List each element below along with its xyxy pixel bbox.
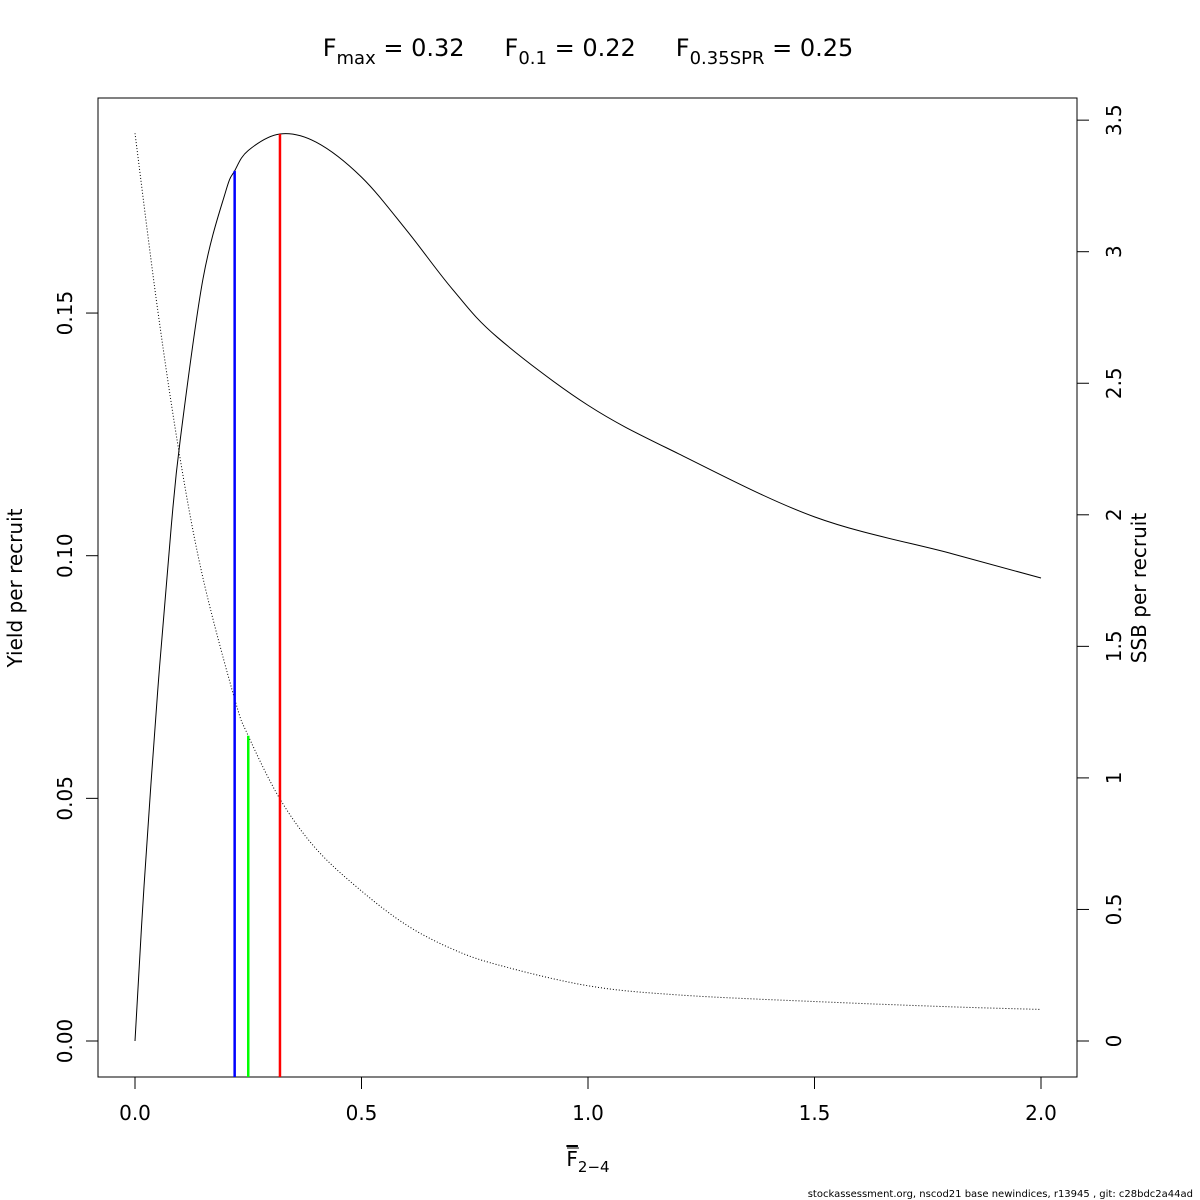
y2-tick-label: 3	[1102, 245, 1126, 258]
y-tick-label: 0.05	[53, 776, 77, 821]
y2-tick-label: 2	[1102, 508, 1126, 521]
x-tick-label: 1.0	[572, 1101, 604, 1125]
y-tick-label: 0.15	[53, 291, 77, 336]
y2-tick-label: 0	[1102, 1035, 1126, 1048]
y2-tick-label: 1	[1102, 772, 1126, 785]
y2-axis-label: SSB per recruit	[1127, 513, 1151, 664]
y2-tick-label: 1.5	[1102, 630, 1126, 662]
y2-tick-label: 3.5	[1102, 104, 1126, 136]
x-tick-label: 0.0	[119, 1101, 151, 1125]
series-group	[134, 133, 1042, 1042]
y-axis-right: 0 0.5 1 1.5 2 2.5 3 3.5	[1076, 104, 1126, 1048]
x-tick-label: 2.0	[1025, 1101, 1057, 1125]
x-axis-label: F2−4	[566, 1147, 609, 1176]
reference-lines	[233, 133, 282, 1077]
x-tick-label: 1.5	[799, 1101, 831, 1125]
x-axis: 0.0 0.5 1.0 1.5 2.0	[119, 1076, 1057, 1125]
chart-title: Fmax = 0.32 F0.1 = 0.22 F0.35SPR = 0.25	[323, 34, 854, 69]
plot-frame	[97, 97, 1078, 1078]
yield-per-recruit-line	[134, 133, 1042, 1042]
footer-text: stockassessment.org, nscod21 base newind…	[808, 1189, 1193, 1200]
x-tick-label: 0.5	[346, 1101, 378, 1125]
y-tick-label: 0.00	[53, 1019, 77, 1064]
y2-tick-label: 2.5	[1102, 367, 1126, 399]
y-axis-label: Yield per recruit	[3, 508, 27, 668]
ssb-per-recruit-line	[134, 133, 1042, 1010]
y2-tick-label: 0.5	[1102, 894, 1126, 926]
y-tick-label: 0.10	[53, 533, 77, 578]
y-axis-left: 0.00 0.05 0.10 0.15	[53, 291, 99, 1064]
